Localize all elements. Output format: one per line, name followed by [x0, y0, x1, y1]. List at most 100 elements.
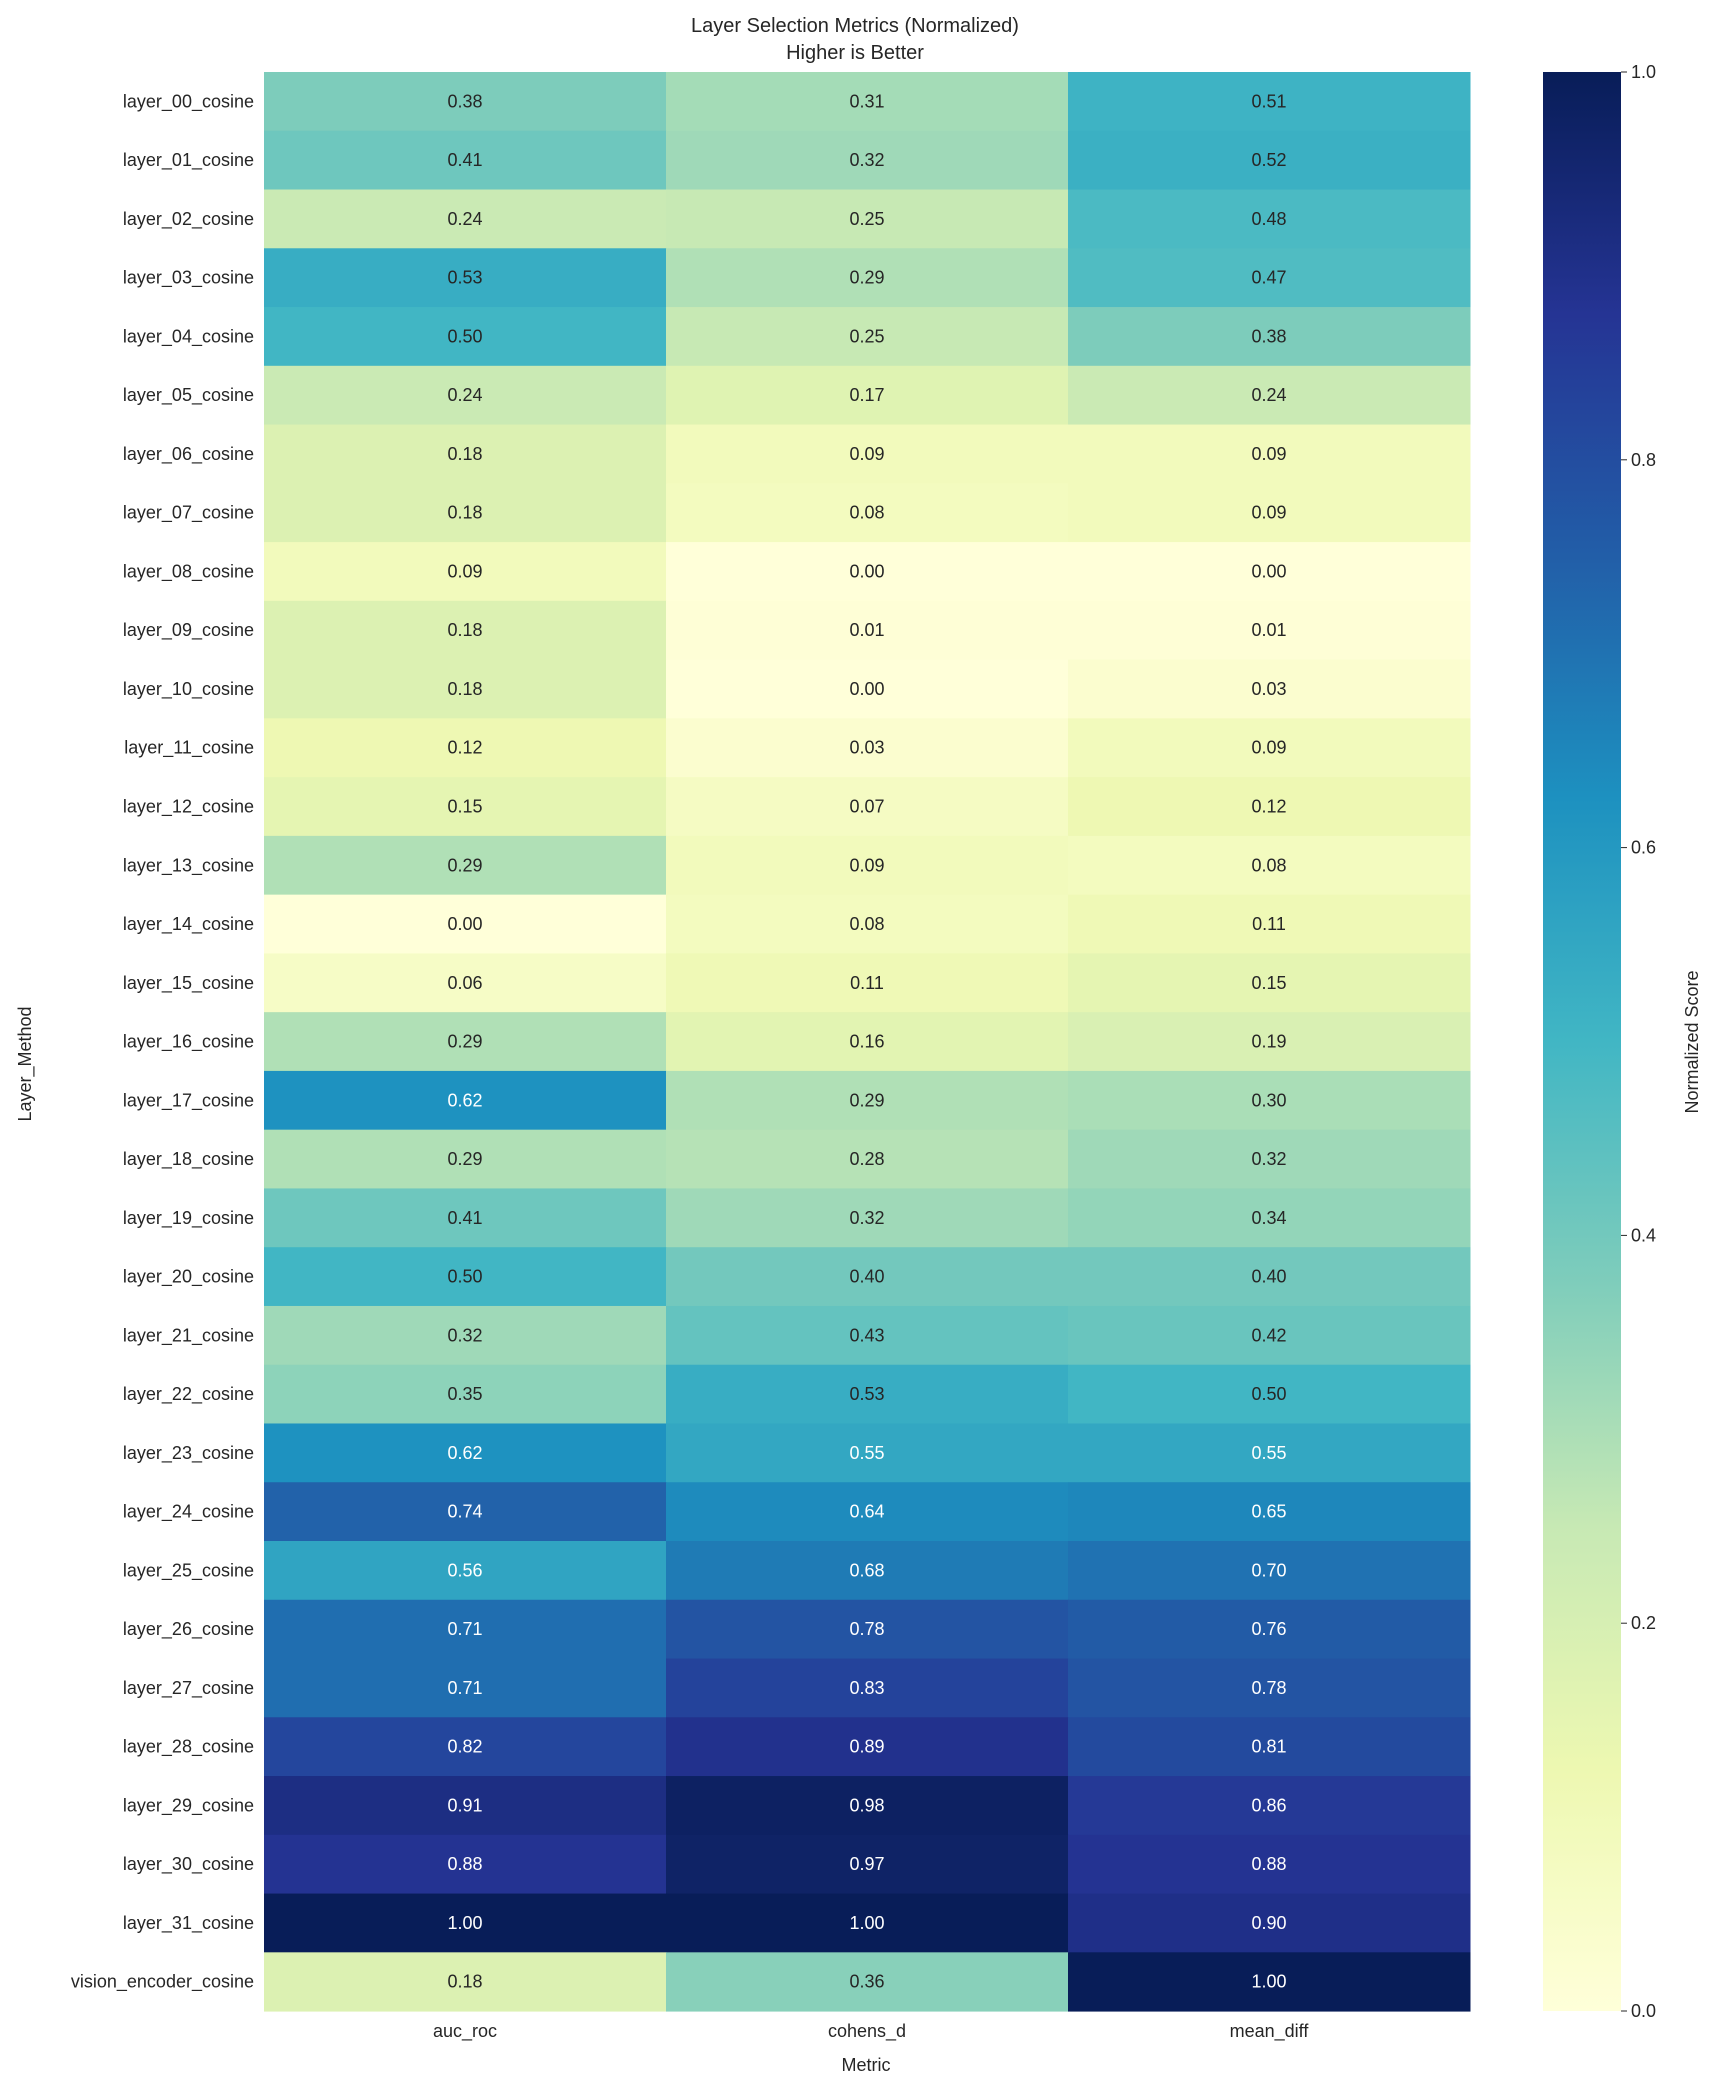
cell-value-label: 0.40 — [1251, 1267, 1286, 1287]
row-label: layer_24_cosine — [123, 1502, 254, 1523]
heatmap-cell — [1068, 483, 1471, 543]
row-label: layer_19_cosine — [123, 1208, 254, 1229]
heatmap-cell — [1068, 1247, 1471, 1307]
cell-value-label: 0.34 — [1251, 1208, 1286, 1228]
heatmap-cell — [1068, 777, 1471, 837]
heatmap-cell — [264, 483, 667, 543]
cell-value-label: 0.29 — [447, 1149, 482, 1169]
cell-value-label: 0.48 — [1251, 209, 1286, 229]
cell-value-label: 0.32 — [849, 150, 884, 170]
cell-value-label: 0.88 — [1251, 1854, 1286, 1874]
cell-value-label: 0.15 — [1251, 973, 1286, 993]
cell-value-label: 0.41 — [447, 1208, 482, 1228]
cell-value-label: 0.17 — [849, 385, 884, 405]
row-label: layer_16_cosine — [123, 1032, 254, 1053]
cell-value-label: 0.68 — [849, 1560, 884, 1580]
row-label: layer_28_cosine — [123, 1737, 254, 1758]
cell-value-label: 0.28 — [849, 1149, 884, 1169]
row-label: layer_18_cosine — [123, 1149, 254, 1170]
heatmap-cell — [1068, 1423, 1471, 1483]
heatmap-cell — [264, 600, 667, 661]
x-axis-label: Metric — [842, 2055, 891, 2075]
colorbar-ticks: 0.0 0.2 0.4 0.6 0.8 1.0 — [1621, 62, 1656, 2021]
heatmap-cell — [264, 365, 667, 426]
cell-value-label: 0.41 — [447, 150, 482, 170]
cell-value-label: 0.42 — [1251, 1325, 1286, 1345]
heatmap-cell — [1068, 953, 1471, 1013]
cell-value-label: 0.81 — [1251, 1737, 1286, 1757]
cell-value-label: 0.18 — [447, 620, 482, 640]
heatmap-cell — [1068, 1776, 1471, 1836]
cell-value-label: 0.53 — [447, 268, 482, 288]
row-label: layer_06_cosine — [123, 444, 254, 465]
row-labels: layer_00_cosine layer_01_cosine layer_02_c… — [71, 91, 254, 1992]
heatmap-cell — [264, 542, 667, 602]
heatmap-cell — [264, 1658, 667, 1718]
heatmap-cell — [264, 835, 667, 896]
heatmap-cell — [666, 307, 1069, 367]
cell-value-label: 0.12 — [447, 738, 482, 758]
column-label: mean_diff — [1230, 2021, 1310, 2042]
cell-value-label: 0.07 — [849, 797, 884, 817]
cell-value-label: 0.19 — [1251, 1032, 1286, 1052]
heatmap-cell — [1068, 1541, 1471, 1601]
heatmap-cell — [666, 777, 1069, 837]
heatmap-cell — [264, 424, 667, 484]
heatmap-cell — [666, 1305, 1069, 1366]
heatmap-cell — [666, 718, 1069, 778]
heatmap-cell — [1068, 1952, 1471, 2012]
cell-value-label: 0.03 — [1251, 679, 1286, 699]
cell-value-label: 0.40 — [849, 1267, 884, 1287]
cell-value-label: 0.09 — [447, 561, 482, 581]
cell-value-label: 1.00 — [1251, 1972, 1286, 1992]
heatmap-cells: 0.38 0.31 0.51 0.41 0.32 0.52 0.24 0.25 0.48 0.53… — [264, 72, 1471, 2012]
cell-value-label: 0.09 — [1251, 444, 1286, 464]
heatmap-cell — [264, 1070, 667, 1131]
cell-value-label: 1.00 — [447, 1913, 482, 1933]
row-label: layer_12_cosine — [123, 797, 254, 818]
cell-value-label: 0.18 — [447, 444, 482, 464]
heatmap-cell — [264, 307, 667, 367]
heatmap-cell — [666, 1188, 1069, 1248]
heatmap-cell — [666, 1952, 1069, 2012]
heatmap-cell — [666, 1129, 1069, 1189]
heatmap-cell — [1068, 1717, 1471, 1777]
cell-value-label: 0.00 — [1251, 561, 1286, 581]
cell-value-label: 0.43 — [849, 1325, 884, 1345]
heatmap-cell — [666, 542, 1069, 602]
heatmap-cell — [666, 659, 1069, 719]
heatmap-cell — [264, 1305, 667, 1366]
cell-value-label: 0.62 — [447, 1443, 482, 1463]
cell-value-label: 0.01 — [1251, 620, 1286, 640]
cell-value-label: 0.90 — [1251, 1913, 1286, 1933]
heatmap-cell — [1068, 189, 1471, 249]
cell-value-label: 0.29 — [447, 1032, 482, 1052]
cell-value-label: 0.47 — [1251, 268, 1286, 288]
heatmap-cell — [666, 1482, 1069, 1542]
heatmap-cell — [666, 483, 1069, 543]
row-label: layer_13_cosine — [123, 855, 254, 876]
colorbar-tick-label: 0.6 — [1631, 838, 1656, 858]
heatmap-cell — [264, 130, 667, 191]
cell-value-label: 0.78 — [1251, 1678, 1286, 1698]
heatmap-cell — [264, 1423, 667, 1483]
row-label: layer_31_cosine — [123, 1913, 254, 1934]
row-label: layer_29_cosine — [123, 1795, 254, 1816]
cell-value-label: 0.51 — [1251, 91, 1286, 111]
heatmap-cell — [264, 189, 667, 249]
heatmap-cell — [666, 424, 1069, 484]
heatmap-cell — [1068, 542, 1471, 602]
cell-value-label: 0.64 — [849, 1502, 884, 1522]
cell-value-label: 0.08 — [849, 503, 884, 523]
heatmap-cell — [666, 248, 1069, 308]
heatmap-cell — [666, 953, 1069, 1013]
heatmap-cell — [264, 953, 667, 1013]
heatmap-cell — [264, 1599, 667, 1660]
cell-value-label: 0.24 — [447, 385, 482, 405]
heatmap-cell — [264, 1012, 667, 1072]
heatmap-cell — [1068, 835, 1471, 896]
heatmap-cell — [264, 1717, 667, 1777]
cell-value-label: 0.25 — [849, 209, 884, 229]
heatmap-cell — [666, 365, 1069, 426]
